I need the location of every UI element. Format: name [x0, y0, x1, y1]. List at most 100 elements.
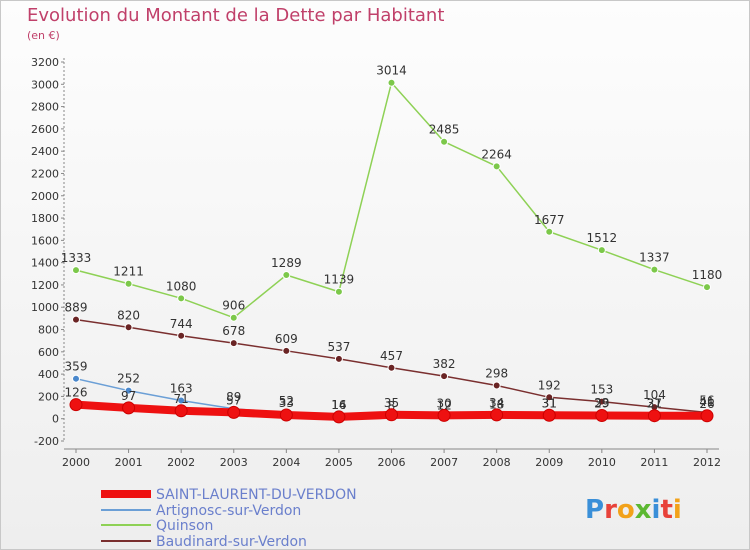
data-point-baudinard-sur-verdon	[545, 393, 554, 402]
data-label-baudinard-sur-verdon: 56	[699, 393, 714, 407]
x-tick-label: 2012	[693, 456, 721, 469]
data-label-saint-laurent-du-verdon: 29	[594, 396, 609, 410]
data-point-saint-laurent-du-verdon	[227, 405, 241, 419]
data-point-quinson	[492, 162, 501, 171]
x-tick-label: 2011	[640, 456, 668, 469]
data-label-quinson: 1677	[534, 213, 565, 227]
data-point-saint-laurent-du-verdon	[647, 409, 661, 423]
x-tick-label: 2000	[62, 456, 90, 469]
data-point-quinson	[177, 294, 186, 303]
data-label-baudinard-sur-verdon: 889	[65, 301, 88, 315]
data-point-quinson	[72, 266, 80, 275]
data-label-saint-laurent-du-verdon: 16	[331, 398, 346, 412]
x-tick-label: 2004	[272, 456, 300, 469]
data-label-artignosc-sur-verdon: 18	[489, 398, 504, 412]
data-point-quinson	[282, 271, 291, 280]
data-label-quinson: 1139	[324, 273, 355, 287]
data-label-quinson: 906	[222, 299, 245, 313]
y-tick-label: 3200	[31, 56, 59, 69]
data-point-quinson	[597, 246, 606, 255]
data-point-quinson	[545, 227, 554, 236]
data-point-saint-laurent-du-verdon	[385, 408, 398, 422]
data-label-baudinard-sur-verdon: 104	[643, 388, 666, 402]
y-tick-label: 2000	[31, 190, 59, 203]
data-point-saint-laurent-du-verdon	[542, 408, 556, 422]
data-point-baudinard-sur-verdon	[282, 346, 291, 355]
data-point-quinson	[440, 137, 449, 146]
data-point-baudinard-sur-verdon	[597, 397, 606, 406]
x-tick-label: 2008	[483, 456, 511, 469]
data-point-saint-laurent-du-verdon	[69, 398, 83, 412]
data-label-saint-laurent-du-verdon: 33	[279, 396, 294, 410]
data-point-saint-laurent-du-verdon	[122, 401, 136, 415]
data-label-quinson: 1211	[113, 265, 144, 279]
y-tick-label: 1000	[31, 301, 59, 314]
data-point-baudinard-sur-verdon	[334, 354, 343, 363]
y-tick-label: 3000	[31, 78, 59, 91]
legend-label-quinson: Quinson	[156, 518, 213, 534]
data-label-artignosc-sur-verdon: 8	[388, 399, 396, 413]
data-point-quinson	[703, 283, 711, 292]
x-tick-label: 2007	[430, 456, 458, 469]
data-label-saint-laurent-du-verdon: 30	[436, 396, 451, 410]
y-tick-label: 400	[38, 368, 59, 381]
y-tick-label: 0	[52, 413, 59, 426]
data-point-quinson	[334, 287, 343, 296]
data-label-quinson: 3014	[376, 64, 407, 78]
data-point-saint-laurent-du-verdon	[700, 409, 714, 423]
y-tick-label: 1200	[31, 279, 59, 292]
data-label-quinson: 2264	[481, 147, 512, 161]
data-point-quinson	[650, 265, 659, 274]
data-label-baudinard-sur-verdon: 153	[590, 383, 613, 397]
data-point-baudinard-sur-verdon	[440, 372, 449, 381]
data-label-baudinard-sur-verdon: 192	[538, 378, 561, 392]
data-label-baudinard-sur-verdon: 382	[433, 357, 456, 371]
x-tick-label: 2009	[535, 456, 563, 469]
data-point-saint-laurent-du-verdon	[279, 408, 293, 422]
chart-unit: (en €)	[27, 29, 60, 42]
data-label-baudinard-sur-verdon: 298	[485, 366, 508, 380]
data-label-artignosc-sur-verdon: 41	[699, 395, 714, 409]
data-label-quinson: 2485	[429, 123, 460, 137]
data-label-saint-laurent-du-verdon: 34	[489, 396, 504, 410]
x-tick-label: 2003	[220, 456, 248, 469]
data-point-saint-laurent-du-verdon	[332, 410, 346, 424]
data-point-quinson	[124, 279, 133, 288]
data-point-quinson	[229, 313, 238, 322]
x-tick-label: 2010	[588, 456, 616, 469]
legend-label-saint-laurent-du-verdon: SAINT-LAURENT-DU-VERDON	[156, 487, 357, 503]
data-label-baudinard-sur-verdon: 537	[327, 340, 350, 354]
y-tick-label: 2400	[31, 145, 59, 158]
y-tick-label: 1400	[31, 257, 59, 270]
y-tick-label: 200	[38, 390, 59, 403]
proxiti-logo: Proxiti	[585, 495, 682, 525]
data-label-baudinard-sur-verdon: 820	[117, 308, 140, 322]
data-label-artignosc-sur-verdon: 52	[279, 394, 294, 408]
data-label-saint-laurent-du-verdon: 126	[65, 386, 88, 400]
data-point-quinson	[387, 78, 396, 87]
data-label-baudinard-sur-verdon: 457	[380, 349, 403, 363]
data-label-quinson: 1080	[166, 279, 197, 293]
data-label-artignosc-sur-verdon: 89	[226, 390, 241, 404]
x-tick-label: 2005	[325, 456, 353, 469]
data-point-saint-laurent-du-verdon	[174, 404, 188, 418]
data-point-artignosc-sur-verdon	[72, 374, 80, 383]
data-label-baudinard-sur-verdon: 744	[170, 317, 193, 331]
data-point-baudinard-sur-verdon	[492, 381, 501, 390]
data-point-saint-laurent-du-verdon	[437, 408, 451, 422]
data-point-baudinard-sur-verdon	[124, 323, 133, 332]
data-label-artignosc-sur-verdon: 359	[65, 360, 88, 374]
data-point-saint-laurent-du-verdon	[490, 408, 504, 422]
x-tick-label: 2002	[167, 456, 195, 469]
data-label-quinson: 1333	[61, 251, 92, 265]
data-label-artignosc-sur-verdon: 31	[647, 396, 662, 410]
x-tick-label: 2006	[378, 456, 406, 469]
data-point-baudinard-sur-verdon	[387, 363, 396, 372]
data-label-saint-laurent-du-verdon: 97	[121, 389, 136, 403]
svg-text:Proxiti: Proxiti	[585, 495, 682, 525]
data-label-baudinard-sur-verdon: 678	[222, 324, 245, 338]
y-tick-label: 800	[38, 324, 59, 337]
data-label-quinson: 1337	[639, 251, 670, 265]
